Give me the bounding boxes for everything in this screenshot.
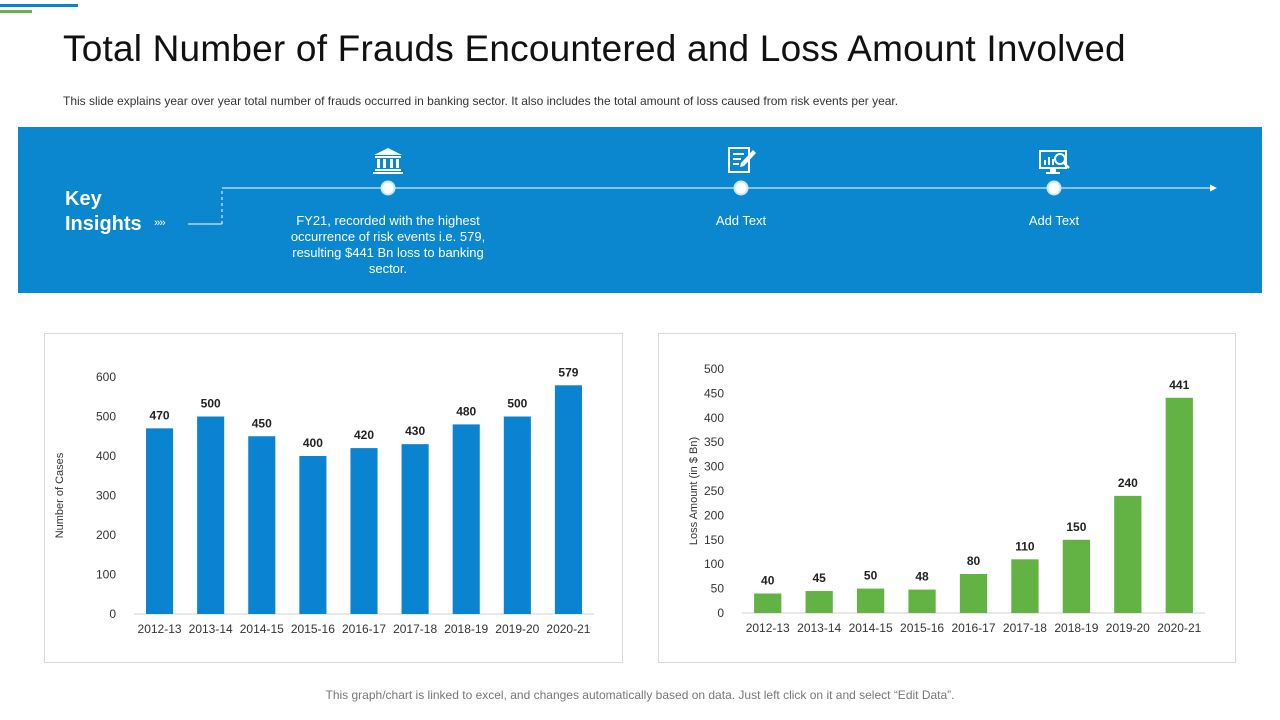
y-tick-label: 100 — [96, 568, 116, 582]
data-label: 500 — [507, 397, 527, 411]
y-tick-label: 600 — [96, 370, 116, 384]
x-tick-label: 2013-14 — [189, 622, 233, 636]
insight-text-3: Add Text — [1028, 213, 1080, 228]
y-tick-label: 300 — [96, 489, 116, 503]
bar-2015-16 — [908, 589, 936, 613]
data-label: 480 — [456, 404, 476, 418]
monitor-search-icon — [1039, 150, 1070, 174]
bar-2018-19 — [452, 424, 480, 614]
data-label: 240 — [1118, 476, 1138, 490]
y-tick-label: 400 — [704, 411, 724, 425]
y-tick-label: 300 — [704, 460, 724, 474]
x-tick-label: 2018-19 — [1054, 621, 1098, 635]
data-label: 450 — [252, 416, 272, 430]
bar-2015-16 — [299, 456, 327, 614]
y-tick-label: 350 — [704, 435, 724, 449]
page-title: Total Number of Frauds Encountered and L… — [63, 28, 1126, 69]
key-insights-banner: Key Insights ›››› FY21, recorded with th… — [18, 127, 1262, 293]
x-tick-label: 2012-13 — [746, 621, 790, 635]
bar-2016-17 — [959, 573, 988, 613]
bar-2018-19 — [1062, 539, 1091, 613]
data-label: 80 — [967, 554, 981, 568]
y-tick-label: 200 — [704, 508, 724, 522]
y-tick-label: 200 — [96, 528, 116, 542]
bar-2012-13 — [146, 428, 174, 614]
data-label: 50 — [864, 569, 878, 583]
y-tick-label: 500 — [704, 362, 724, 376]
loss-amount-chart: 0 50 100 150 200 250 300 350 400 450 500 Loss Amoun… — [658, 333, 1236, 663]
y-tick-label: 250 — [704, 484, 724, 498]
bar-2012-13 — [754, 593, 782, 613]
bar-2019-20 — [1114, 495, 1142, 613]
x-tick-label: 2015-16 — [291, 622, 335, 636]
data-label: 45 — [812, 571, 826, 585]
document-edit-icon — [728, 147, 756, 173]
frauds-count-chart: 0 100 200 300 400 500 600 Number of Cases 470 201… — [44, 333, 623, 663]
insight-text-1: FY21, recorded with the highest occurren… — [290, 213, 486, 276]
data-label: 470 — [150, 408, 170, 422]
data-label: 500 — [201, 397, 221, 411]
x-tick-label: 2014-15 — [240, 622, 284, 636]
accent-bar-green — [0, 10, 32, 13]
bar-2014-15 — [248, 436, 276, 614]
y-tick-label: 0 — [717, 606, 724, 620]
data-label: 430 — [405, 424, 425, 438]
bar-2020-21 — [1165, 397, 1193, 613]
x-tick-label: 2013-14 — [797, 621, 841, 635]
data-label: 441 — [1169, 378, 1189, 392]
bank-icon — [373, 148, 403, 174]
x-tick-label: 2016-17 — [951, 621, 995, 635]
bar-2013-14 — [805, 591, 833, 613]
y-tick-label: 450 — [704, 386, 724, 400]
frauds-count-chart-svg: 0 100 200 300 400 500 600 Number of Cases 470 201… — [54, 365, 594, 636]
x-tick-label: 2020-21 — [546, 622, 590, 636]
data-label: 420 — [354, 428, 374, 442]
data-label: 110 — [1015, 539, 1035, 553]
accent-bar-blue — [0, 4, 78, 7]
bar-2013-14 — [197, 416, 225, 614]
y-tick-label: 50 — [711, 582, 725, 596]
y-axis-label: Loss Amount (in $ Bn) — [688, 437, 700, 545]
y-tick-label: 400 — [96, 449, 116, 463]
loss-amount-chart-svg: 0 50 100 150 200 250 300 350 400 450 500 Loss Amoun… — [688, 362, 1205, 635]
x-tick-label: 2014-15 — [849, 621, 893, 635]
bar-2017-18 — [401, 444, 429, 614]
data-label: 48 — [915, 570, 929, 584]
x-tick-label: 2016-17 — [342, 622, 386, 636]
chevrons-icon: ›››› — [154, 217, 166, 229]
bar-2020-21 — [554, 385, 582, 614]
data-label: 40 — [761, 573, 775, 587]
y-tick-label: 150 — [704, 533, 724, 547]
bar-2016-17 — [350, 448, 378, 614]
insight-text-2: Add Text — [715, 213, 767, 228]
y-axis-label: Number of Cases — [54, 452, 66, 538]
bar-2019-20 — [503, 416, 531, 614]
x-tick-label: 2019-20 — [1106, 621, 1150, 635]
data-label: 400 — [303, 436, 323, 450]
x-tick-label: 2020-21 — [1157, 621, 1201, 635]
data-label: 579 — [558, 365, 578, 379]
x-tick-label: 2018-19 — [444, 622, 488, 636]
bar-2014-15 — [856, 588, 885, 613]
timeline-connector — [188, 180, 1217, 225]
y-tick-label: 100 — [704, 557, 724, 571]
key-insights-label: Key Insights — [65, 188, 142, 235]
data-label: 150 — [1066, 520, 1086, 534]
y-tick-label: 0 — [109, 607, 116, 621]
x-tick-label: 2017-18 — [1003, 621, 1047, 635]
bar-2017-18 — [1011, 559, 1039, 613]
footer-note: This graph/chart is linked to excel, and… — [325, 688, 955, 702]
x-tick-label: 2019-20 — [495, 622, 539, 636]
x-tick-label: 2012-13 — [138, 622, 182, 636]
x-tick-label: 2017-18 — [393, 622, 437, 636]
y-tick-label: 500 — [96, 410, 116, 424]
x-tick-label: 2015-16 — [900, 621, 944, 635]
page-subtitle: This slide explains year over year total… — [63, 94, 899, 108]
